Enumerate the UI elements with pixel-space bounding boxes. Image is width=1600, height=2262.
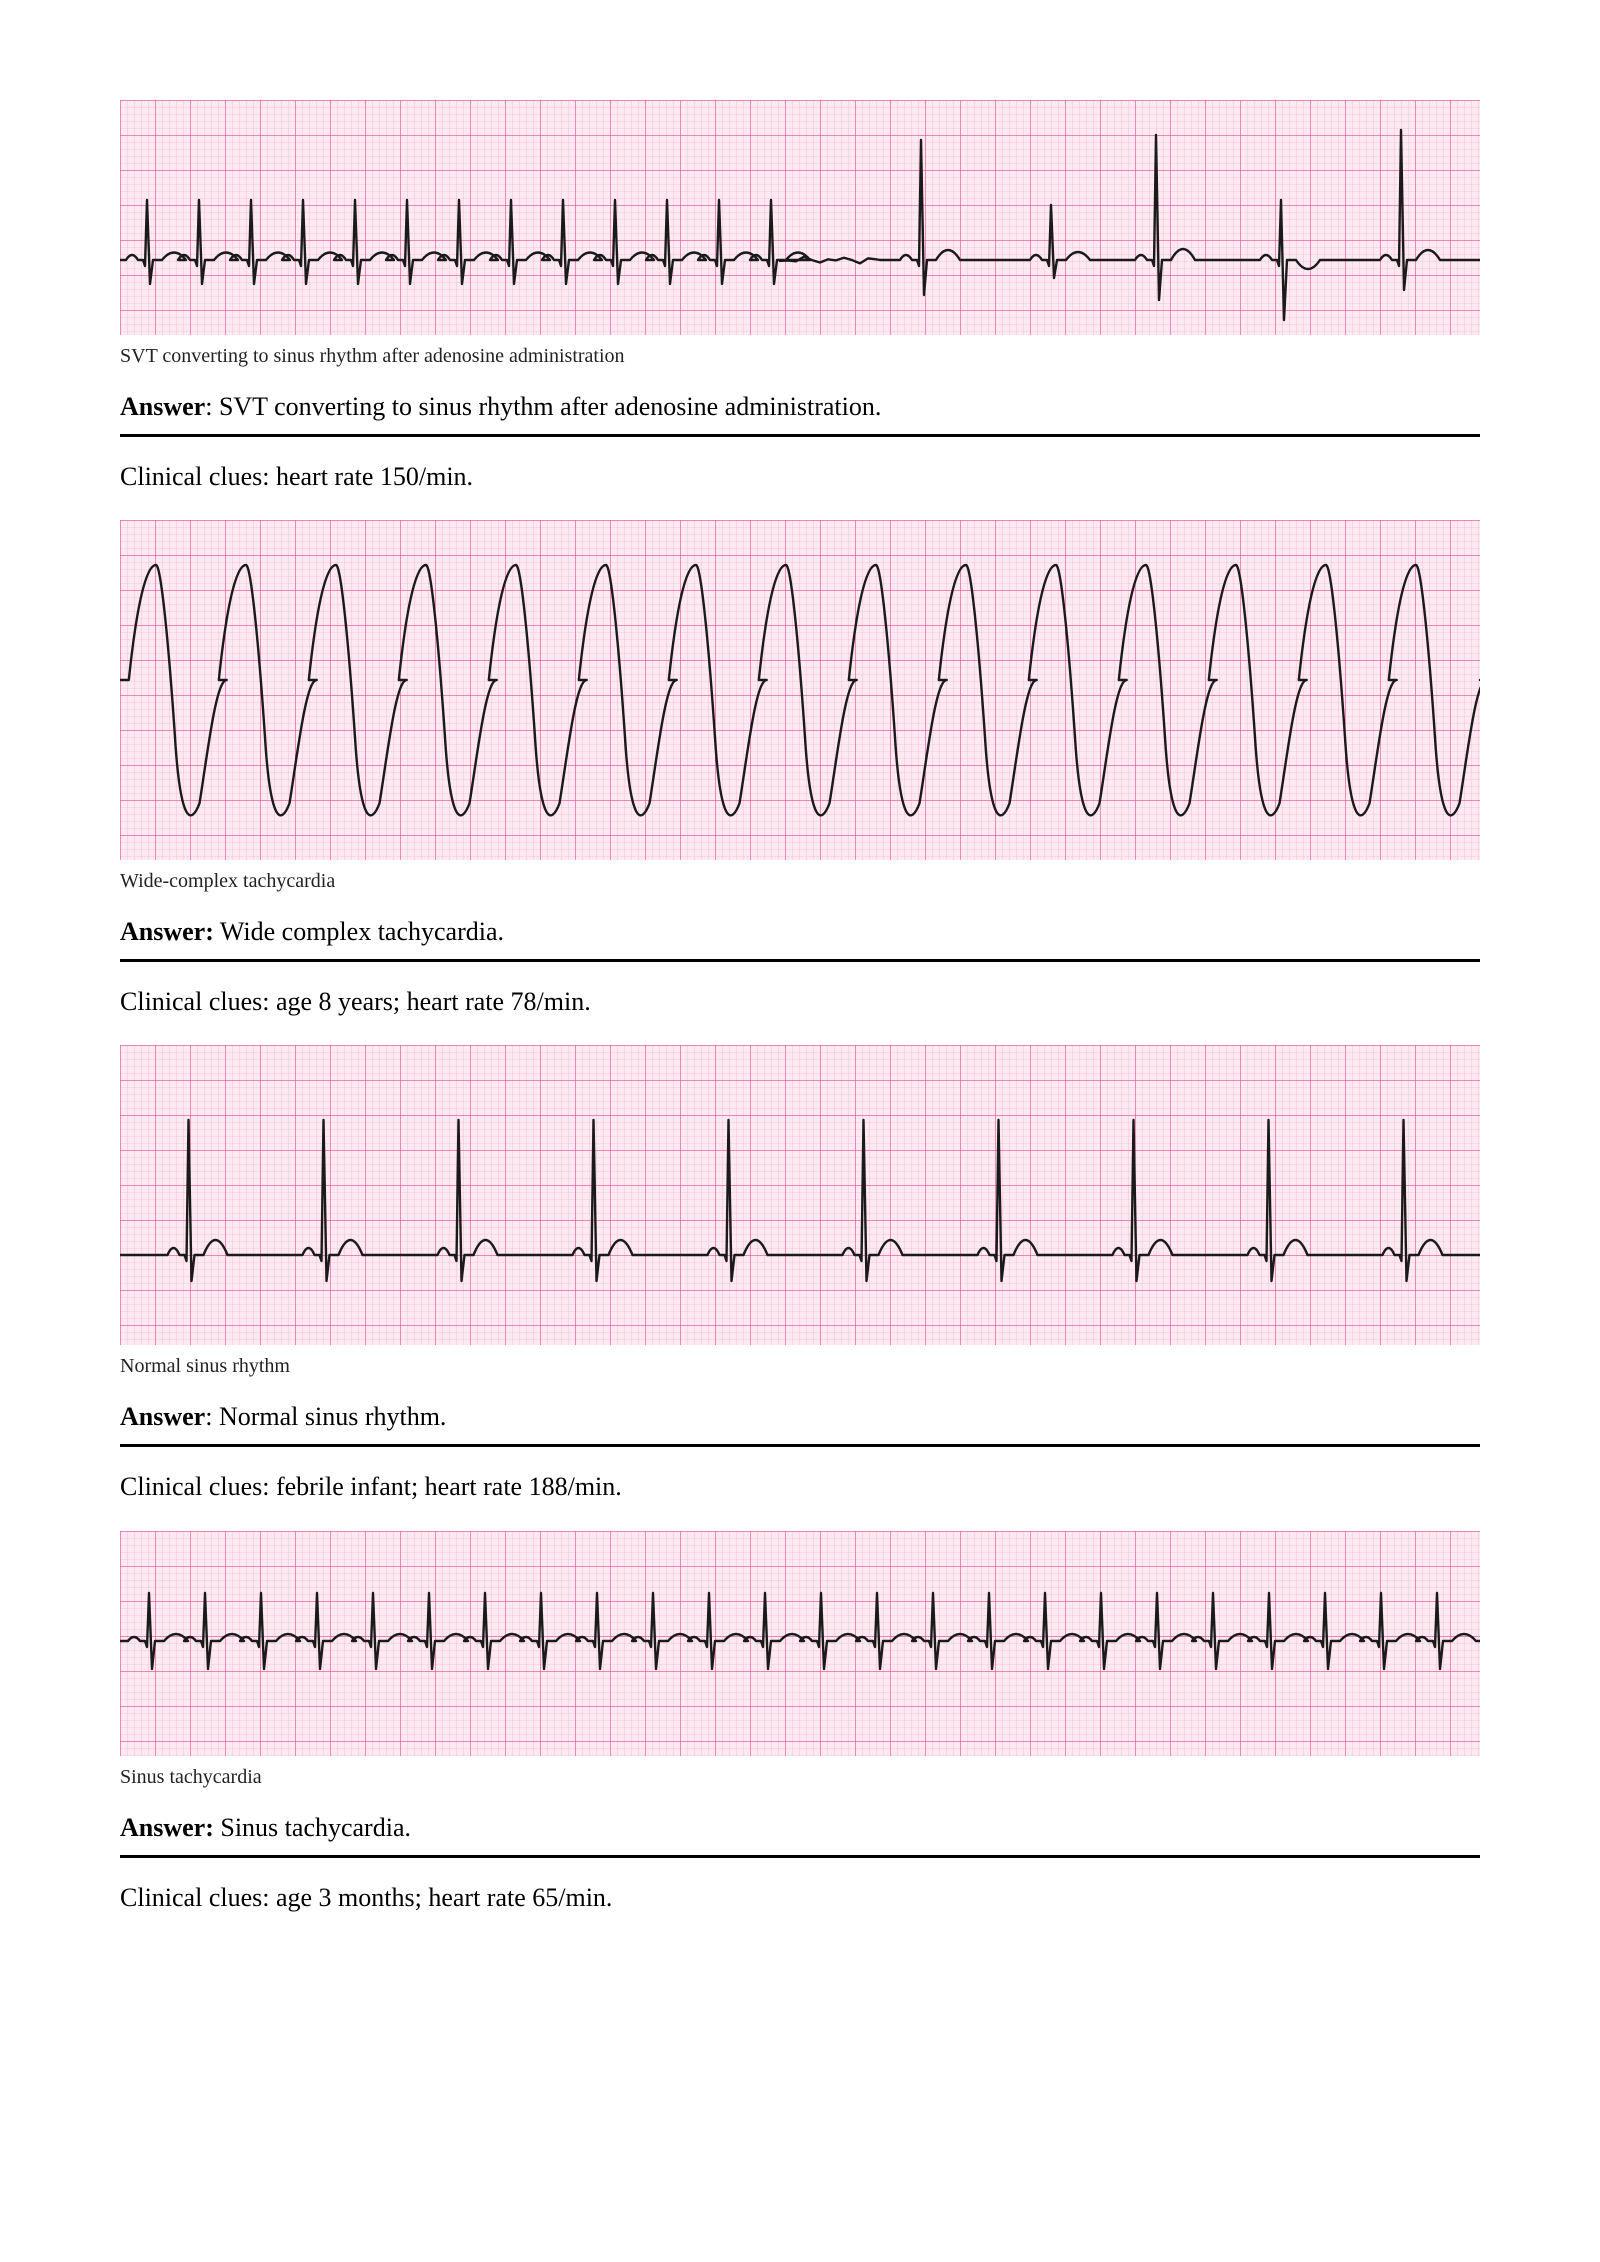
clinical-clue: Clinical clues: febrile infant; heart ra… [120, 1469, 1480, 1504]
clinical-clue: Clinical clues: heart rate 150/min. [120, 459, 1480, 494]
ecg-strip-wct [120, 520, 1480, 860]
answer-text: : Normal sinus rhythm. [205, 1402, 446, 1431]
answer-line: Answer: Sinus tachycardia. [120, 1810, 1480, 1845]
answer-text: Wide complex tachycardia. [214, 917, 504, 946]
answer-text: Sinus tachycardia. [214, 1813, 411, 1842]
answer-line: Answer: Normal sinus rhythm. [120, 1399, 1480, 1434]
ecg-strip-stach [120, 1531, 1480, 1756]
answer-line: Answer: SVT converting to sinus rhythm a… [120, 389, 1480, 424]
answer-label: Answer: [120, 917, 214, 946]
ecg-caption: Sinus tachycardia [120, 1764, 1480, 1790]
ecg-caption: SVT converting to sinus rhythm after ade… [120, 343, 1480, 369]
answer-label: Answer [120, 392, 205, 421]
ecg-section-svt: SVT converting to sinus rhythm after ade… [120, 100, 1480, 494]
clinical-clue: Clinical clues: age 3 months; heart rate… [120, 1880, 1480, 1915]
ecg-strip-nsr [120, 1045, 1480, 1345]
ecg-section-stach: Sinus tachycardia Answer: Sinus tachycar… [120, 1531, 1480, 1915]
section-divider [120, 1444, 1480, 1447]
ecg-section-nsr: Normal sinus rhythm Answer: Normal sinus… [120, 1045, 1480, 1504]
section-divider [120, 434, 1480, 437]
ecg-strip-svt [120, 100, 1480, 335]
section-divider [120, 1855, 1480, 1858]
answer-line: Answer: Wide complex tachycardia. [120, 914, 1480, 949]
answer-label: Answer: [120, 1813, 214, 1842]
answer-label: Answer [120, 1402, 205, 1431]
ecg-caption: Normal sinus rhythm [120, 1353, 1480, 1379]
answer-text: : SVT converting to sinus rhythm after a… [205, 392, 881, 421]
ecg-section-wct: Wide-complex tachycardia Answer: Wide co… [120, 520, 1480, 1019]
clinical-clue: Clinical clues: age 8 years; heart rate … [120, 984, 1480, 1019]
ecg-caption: Wide-complex tachycardia [120, 868, 1480, 894]
section-divider [120, 959, 1480, 962]
